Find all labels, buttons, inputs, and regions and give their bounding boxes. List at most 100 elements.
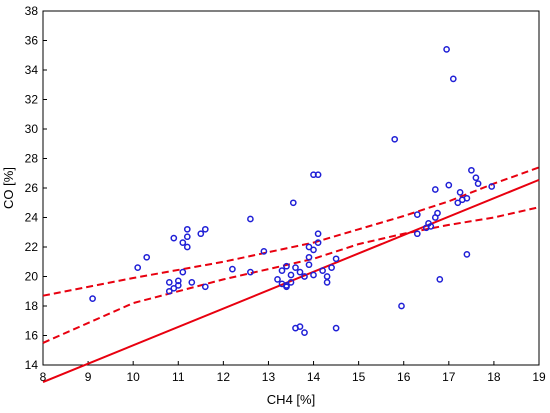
data-point [443, 46, 450, 53]
data-point [296, 323, 304, 330]
data-point [283, 262, 290, 270]
x-tick-label: 16 [397, 370, 411, 384]
data-point [488, 183, 496, 190]
data-point [170, 234, 178, 242]
y-axis-ticks: 14 16 18 20 22 24 26 28 30 32 34 36 38 [25, 4, 47, 372]
data-point [305, 261, 313, 269]
data-point [296, 268, 304, 276]
data-point [449, 75, 457, 83]
data-point [165, 279, 173, 286]
data-point [445, 181, 453, 189]
data-point [134, 264, 142, 271]
data-point [247, 215, 254, 223]
data-point [323, 273, 331, 280]
data-point [456, 189, 464, 196]
x-tick-label: 15 [352, 370, 366, 384]
data-point [463, 194, 471, 202]
data-point [188, 279, 196, 286]
data-point [323, 279, 331, 286]
data-point [305, 243, 313, 251]
data-point [201, 225, 209, 233]
data-point [247, 268, 254, 276]
data-point [436, 276, 444, 283]
data-point [179, 239, 187, 246]
data-point [292, 264, 299, 271]
data-point [143, 253, 151, 261]
data-point [314, 239, 322, 246]
data-point [179, 268, 187, 276]
x-tick-label: 10 [127, 370, 141, 384]
plot-frame [42, 10, 540, 366]
data-point [278, 267, 286, 274]
data-point [314, 230, 322, 238]
data-point [287, 271, 295, 279]
data-point [260, 248, 268, 255]
data-point [310, 246, 317, 254]
data-point [454, 199, 462, 207]
data-point [201, 283, 209, 291]
y-tick-label: 34 [25, 63, 39, 77]
y-tick-label: 18 [25, 299, 39, 313]
data-point [229, 265, 236, 273]
y-tick-label: 36 [25, 34, 39, 48]
x-tick-label: 17 [442, 370, 456, 384]
y-tick-label: 22 [25, 240, 39, 254]
data-point [431, 186, 439, 193]
data-point [89, 295, 96, 302]
data-point [391, 135, 399, 143]
regression-fit-line [42, 178, 540, 384]
data-point [274, 276, 281, 283]
data-point [301, 329, 308, 336]
confidence-band-lower [42, 206, 540, 344]
data-point [468, 166, 475, 174]
x-tick-label: 19 [532, 370, 546, 384]
data-point [319, 267, 326, 274]
data-point [328, 264, 335, 271]
data-point [183, 243, 191, 251]
data-points [89, 46, 496, 336]
x-tick-label: 11 [172, 370, 185, 384]
y-tick-label: 28 [25, 152, 39, 166]
data-point [301, 273, 308, 280]
confidence-band-upper [42, 166, 540, 297]
x-axis-ticks: 8 9 10 11 12 13 14 15 16 17 18 19 [40, 361, 546, 384]
x-tick-label: 13 [262, 370, 276, 384]
x-tick-label: 8 [40, 370, 47, 384]
data-point [314, 171, 322, 179]
x-tick-label: 9 [85, 370, 92, 384]
y-tick-label: 38 [25, 4, 39, 18]
data-point [332, 324, 340, 332]
data-point [310, 271, 317, 279]
data-point [332, 255, 340, 263]
data-point [287, 279, 295, 286]
y-tick-label: 16 [25, 329, 39, 343]
data-point [170, 284, 178, 292]
data-point [398, 302, 405, 310]
data-point [434, 209, 441, 217]
x-tick-label: 18 [487, 370, 501, 384]
data-point [165, 287, 173, 295]
regression-line [42, 178, 540, 384]
y-tick-label: 30 [25, 122, 39, 136]
data-point [289, 199, 297, 207]
data-point [463, 251, 471, 258]
data-point [474, 180, 482, 187]
data-point [305, 253, 313, 261]
data-point [472, 174, 480, 182]
confidence-band [42, 166, 540, 344]
y-axis-label: CO [%] [1, 167, 16, 209]
y-tick-label: 32 [25, 93, 39, 107]
y-tick-label: 26 [25, 181, 39, 195]
data-point [183, 225, 191, 233]
data-point [174, 282, 182, 289]
y-tick-label: 24 [25, 211, 39, 225]
y-tick-label: 14 [25, 358, 39, 372]
x-tick-label: 14 [307, 370, 321, 384]
x-tick-label: 12 [217, 370, 231, 384]
data-point [197, 230, 205, 238]
data-point [183, 233, 191, 241]
data-point [283, 282, 290, 289]
data-point [413, 230, 421, 238]
x-axis-label: CH4 [%] [267, 392, 315, 407]
